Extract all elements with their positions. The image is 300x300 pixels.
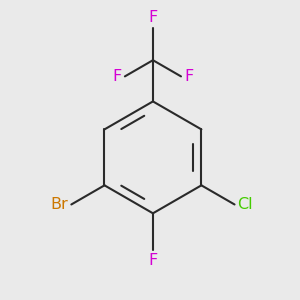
Text: F: F: [148, 10, 158, 25]
Text: F: F: [148, 253, 158, 268]
Text: F: F: [113, 69, 122, 84]
Text: Cl: Cl: [238, 197, 253, 212]
Text: Br: Br: [51, 197, 68, 212]
Text: F: F: [184, 69, 193, 84]
